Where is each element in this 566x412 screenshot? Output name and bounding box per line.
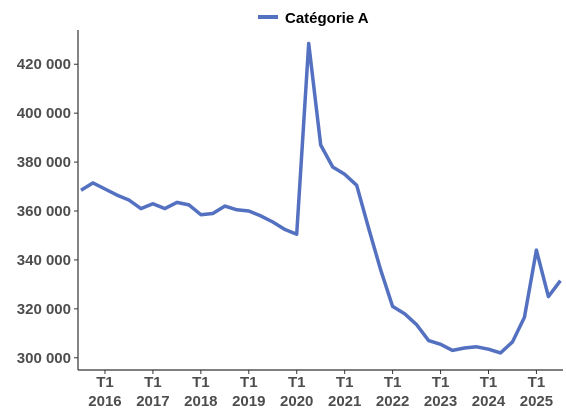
x-tick-label: T1 <box>528 374 546 391</box>
y-tick-label: 360 000 <box>17 203 71 220</box>
x-tick-label: T1 <box>240 374 258 391</box>
x-tick-label: T1 <box>288 374 306 391</box>
x-tick-year-label: 2023 <box>424 393 457 410</box>
legend-label-categorie-a: Catégorie A <box>285 10 369 27</box>
x-tick-year-label: 2024 <box>472 393 506 410</box>
x-tick-year-label: 2022 <box>376 393 409 410</box>
x-tick-year-label: 2018 <box>184 393 217 410</box>
plot-area <box>80 41 562 355</box>
x-tick-year-label: 2021 <box>328 393 361 410</box>
y-axis: 300 000 320 000 340 000 360 000 380 000 400 0… <box>17 30 79 370</box>
y-tick-label: 300 000 <box>17 350 71 367</box>
y-tick-label: 400 000 <box>17 105 71 122</box>
x-tick-year-label: 2019 <box>232 393 265 410</box>
y-tick-label: 340 000 <box>17 252 71 269</box>
x-tick-year-label: 2017 <box>136 393 169 410</box>
y-tick-label: 320 000 <box>17 301 71 318</box>
y-tick-label: 380 000 <box>17 154 71 171</box>
x-tick-label: T1 <box>432 374 450 391</box>
x-axis: T1 2016 T1 2017 T1 2018 T1 2019 T1 2020 T1 2021 T1 20… <box>78 369 563 410</box>
x-tick-year-label: 2016 <box>88 393 121 410</box>
x-tick-label: T1 <box>336 374 354 391</box>
x-tick-label: T1 <box>480 374 498 391</box>
series-line-0 <box>80 41 562 355</box>
legend: Catégorie A <box>258 10 369 27</box>
x-tick-label: T1 <box>144 374 162 391</box>
y-tick-label: 420 000 <box>17 56 71 73</box>
x-tick-label: T1 <box>96 374 114 391</box>
x-tick-label: T1 <box>192 374 210 391</box>
x-tick-year-label: 2025 <box>520 393 553 410</box>
x-tick-label: T1 <box>384 374 402 391</box>
x-tick-year-label: 2020 <box>280 393 313 410</box>
